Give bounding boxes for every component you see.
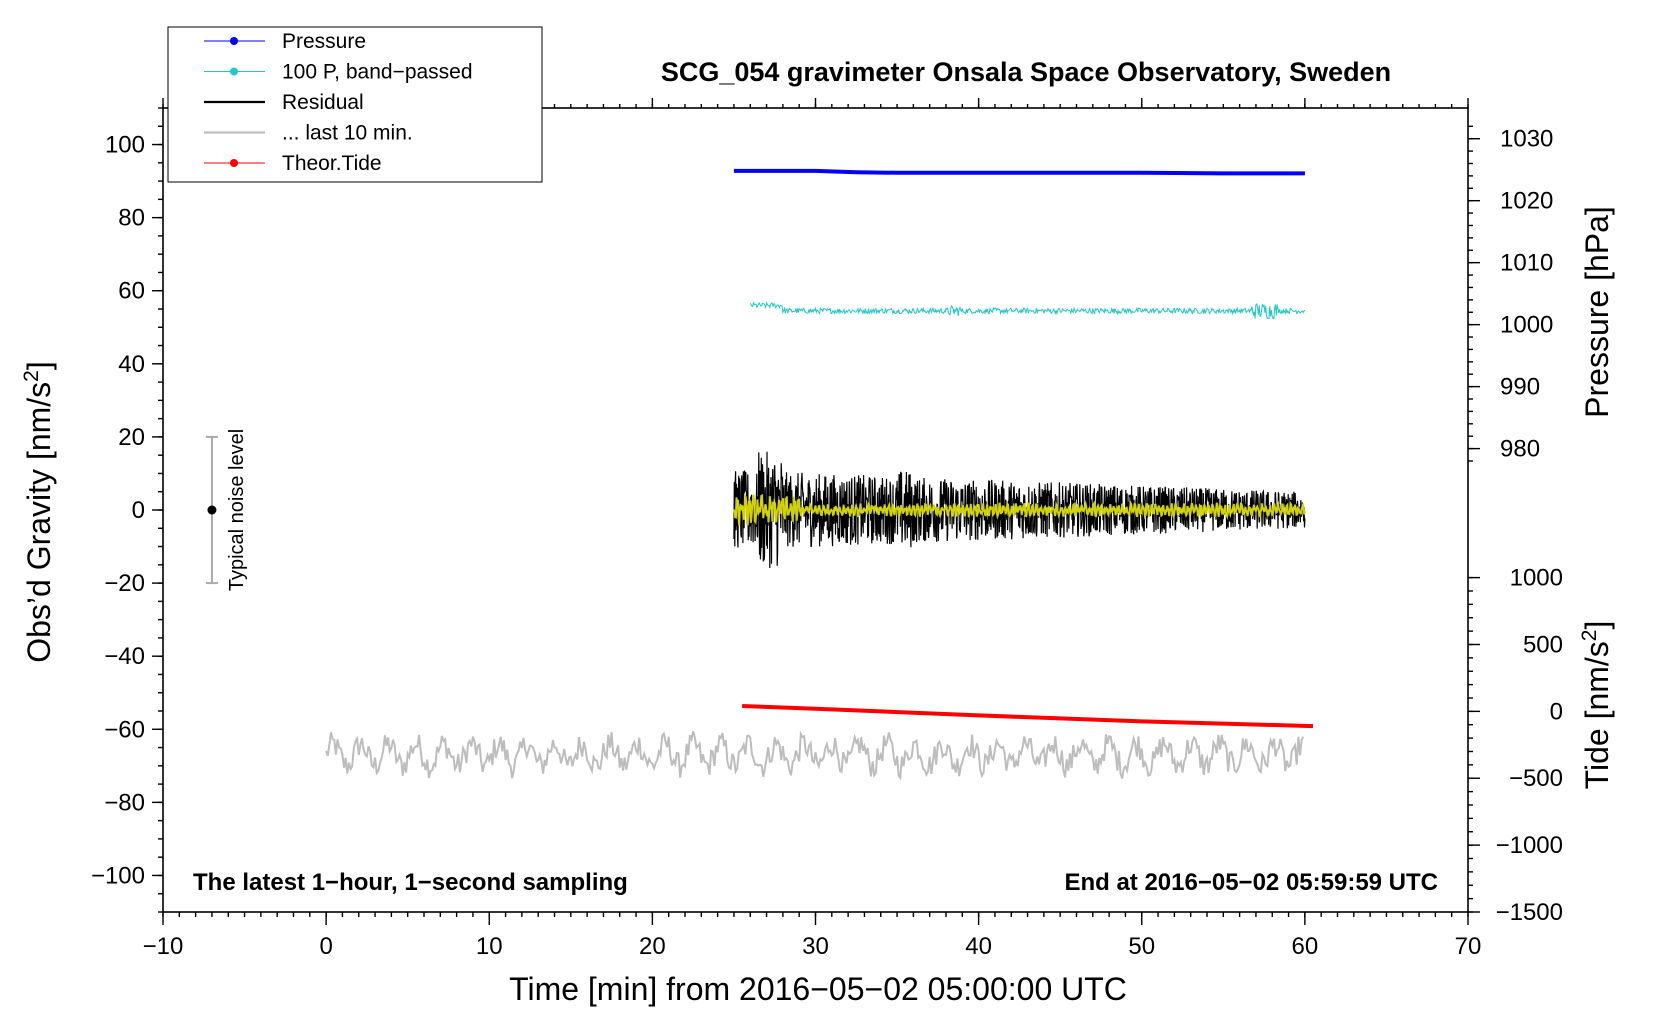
plot-series <box>325 168 1314 781</box>
pressure-tick-label: 1020 <box>1500 188 1553 215</box>
noise-bar-label: Typical noise level <box>226 429 248 591</box>
x-tick-label: 20 <box>639 933 666 960</box>
x-tick-label: −10 <box>143 933 184 960</box>
series-theoretical-tide <box>742 704 1314 729</box>
x-tick-label: 40 <box>965 933 992 960</box>
x-tick-label: 0 <box>319 933 332 960</box>
x-tick-label: 70 <box>1455 933 1482 960</box>
y-tick-label: −60 <box>104 716 145 743</box>
y-tick-label: −20 <box>104 570 145 597</box>
legend-box <box>167 26 543 183</box>
pressure-tick-label: 990 <box>1500 374 1540 401</box>
series-band-passed-pressure <box>749 301 1306 320</box>
sampling-note: The latest 1−hour, 1−second sampling <box>193 869 628 896</box>
tide-tick-label: 1000 <box>1510 565 1563 592</box>
series-pressure <box>733 168 1305 176</box>
chart-title: SCG_054 gravimeter Onsala Space Observat… <box>661 57 1391 87</box>
y-axis-title-main: Obs’d Gravity [nm/s <box>21 382 57 663</box>
tide-tick-label: 500 <box>1523 631 1563 658</box>
x-axis-title: Time [min] from 2016−05−02 05:00:00 UTC <box>509 971 1127 1007</box>
legend-items: Pressure 100 P, band−passed Residual ... la… <box>204 30 473 175</box>
series-last-10-min <box>325 730 1305 781</box>
tide-axis-title-close: ] <box>1579 621 1615 630</box>
y-tick-label: 0 <box>132 497 145 524</box>
y-tick-label: −100 <box>91 862 145 889</box>
legend: Pressure 100 P, band−passed Residual ... la… <box>167 26 543 183</box>
pressure-tick-label: 980 <box>1500 436 1540 463</box>
y-axis-title-sup: 2 <box>20 370 43 382</box>
y-tick-label: 60 <box>118 278 145 305</box>
series-residual <box>733 451 1306 569</box>
legend-label: Theor.Tide <box>282 152 382 175</box>
y-axis-title-close: ] <box>21 361 57 370</box>
tide-axis-title-sup: 2 <box>1578 630 1601 642</box>
y-tick-label: 100 <box>105 132 145 159</box>
pressure-tick-label: 1000 <box>1500 312 1553 339</box>
tide-tick-label: −1500 <box>1496 899 1563 926</box>
pressure-tick-label: 1030 <box>1500 126 1553 153</box>
noise-bar: Typical noise level <box>205 429 248 591</box>
y-tick-label: −80 <box>104 789 145 816</box>
legend-marker <box>230 67 238 76</box>
axes: −10 0 10 20 30 40 50 60 70−100−80−60−40−20020406… <box>91 98 1563 960</box>
legend-label: ... last 10 min. <box>282 122 413 145</box>
x-tick-label: 50 <box>1128 933 1155 960</box>
tide-tick-label: −1000 <box>1496 832 1563 859</box>
pressure-tick-label: 1010 <box>1500 250 1553 277</box>
legend-marker <box>230 159 238 167</box>
y-axis-title: Obs’d Gravity [nm/s2] <box>20 361 57 663</box>
y-tick-label: 40 <box>118 351 145 378</box>
noise-bar-dot <box>207 505 217 515</box>
end-time-note: End at 2016−05−02 05:59:59 UTC <box>1064 869 1438 896</box>
series-residual-smoothed <box>732 492 1306 526</box>
pressure-axis-title: Pressure [hPa] <box>1579 206 1615 418</box>
legend-label: Pressure <box>282 30 366 53</box>
x-tick-label: 30 <box>802 933 829 960</box>
legend-marker <box>230 37 238 45</box>
tide-tick-label: −500 <box>1509 765 1563 792</box>
tide-axis-title: Tide [nm/s2] <box>1578 621 1615 790</box>
x-tick-label: 60 <box>1292 933 1319 960</box>
legend-label: 100 P, band−passed <box>282 61 473 84</box>
tide-axis-title-main: Tide [nm/s <box>1579 641 1615 789</box>
y-tick-label: 20 <box>118 424 145 451</box>
tide-tick-label: 0 <box>1550 698 1563 725</box>
x-tick-label: 10 <box>476 933 503 960</box>
y-tick-label: 80 <box>118 205 145 232</box>
legend-label: Residual <box>282 91 364 114</box>
y-tick-label: −40 <box>104 643 145 670</box>
